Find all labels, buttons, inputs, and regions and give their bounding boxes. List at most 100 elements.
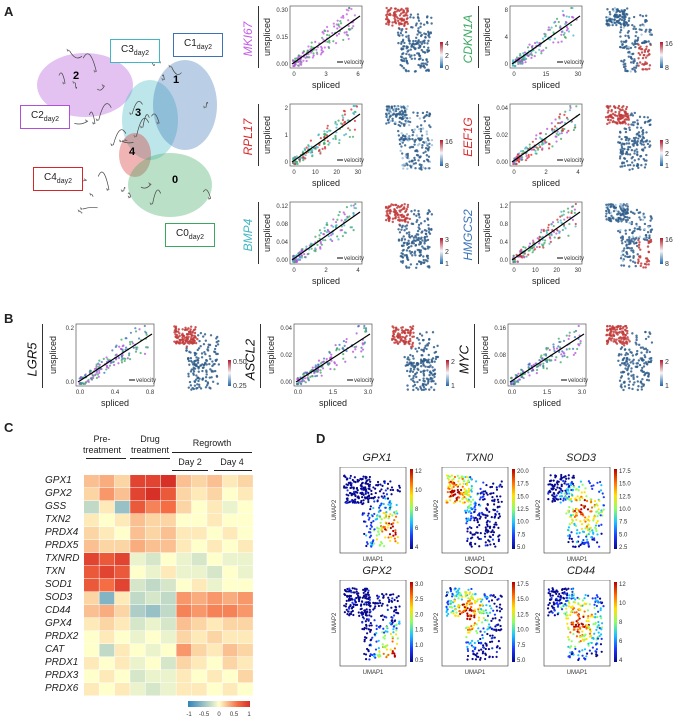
cell-point xyxy=(115,353,118,356)
cell-point xyxy=(524,246,527,249)
streamline xyxy=(91,194,94,197)
cell-point xyxy=(398,490,401,493)
cell-point xyxy=(423,39,426,42)
cell-point xyxy=(304,157,307,160)
cell-point xyxy=(339,22,343,25)
cell-point xyxy=(379,543,382,546)
cell-point xyxy=(412,385,415,388)
cell-point xyxy=(636,365,639,368)
cell-point xyxy=(622,26,626,29)
cell-point xyxy=(428,210,431,213)
gene-label-bar xyxy=(478,104,479,166)
cell-point xyxy=(396,335,400,338)
cell-point xyxy=(384,528,387,531)
heatmap-cell xyxy=(130,566,146,579)
cell-point xyxy=(405,369,409,373)
cell-point xyxy=(639,381,643,384)
cell-point xyxy=(404,7,408,10)
cell-point xyxy=(301,249,304,252)
x-tick-label: 3.0 xyxy=(578,390,587,396)
cell-point xyxy=(553,128,556,132)
cell-point xyxy=(543,35,547,38)
cell-point xyxy=(415,386,418,390)
cell-point xyxy=(398,486,401,489)
cell-point xyxy=(515,253,518,256)
cluster-label-c0: C0day2 xyxy=(165,223,215,247)
cell-point xyxy=(394,209,398,213)
cell-point xyxy=(642,53,646,57)
cell-point xyxy=(550,223,553,226)
cell-point xyxy=(636,36,640,40)
cell-point xyxy=(196,376,199,380)
cell-point xyxy=(412,331,415,334)
cell-point xyxy=(577,485,581,488)
cell-point xyxy=(365,541,369,544)
cell-point xyxy=(606,104,609,108)
cell-point xyxy=(393,335,396,339)
cell-point xyxy=(468,494,471,497)
cell-point xyxy=(199,364,202,367)
cell-point xyxy=(423,120,427,123)
cell-point xyxy=(604,116,608,119)
cell-point xyxy=(531,251,534,254)
streamline-arrow xyxy=(72,80,76,84)
heatmap-cell xyxy=(130,592,146,605)
cell-point xyxy=(466,481,469,485)
cell-point xyxy=(419,31,422,34)
cell-point xyxy=(622,63,625,66)
cell-point xyxy=(399,260,403,263)
cell-point xyxy=(377,483,380,486)
cell-point xyxy=(571,205,575,208)
cell-point xyxy=(469,537,473,540)
heatmap-cell xyxy=(84,579,99,592)
heatmap-cell xyxy=(161,644,176,657)
cell-point xyxy=(638,235,642,238)
cell-point xyxy=(416,154,420,157)
cell-point xyxy=(345,218,348,221)
cell-point xyxy=(319,369,322,372)
cell-point xyxy=(467,517,470,520)
cell-point xyxy=(415,134,419,137)
cell-point xyxy=(300,254,303,257)
cell-point xyxy=(634,264,637,268)
cell-point xyxy=(416,380,419,384)
cell-point xyxy=(414,364,417,368)
cell-point xyxy=(316,146,319,149)
cell-point xyxy=(417,137,421,141)
cell-point xyxy=(612,334,616,338)
cell-point xyxy=(309,375,312,378)
cell-point xyxy=(412,374,415,378)
cell-point xyxy=(468,542,472,545)
cell-point xyxy=(363,324,366,328)
cell-point xyxy=(320,374,323,377)
cell-point xyxy=(619,148,622,151)
cell-point xyxy=(311,366,314,369)
cell-point xyxy=(377,496,380,499)
heatmap-gene-cd44: CD44 xyxy=(45,605,71,616)
cell-point xyxy=(215,375,219,378)
cell-point xyxy=(390,523,393,526)
cell-point xyxy=(343,486,346,489)
cell-point xyxy=(624,152,628,156)
cell-point xyxy=(474,542,477,546)
cell-point xyxy=(375,517,379,521)
cell-point xyxy=(624,353,627,357)
cell-point xyxy=(642,365,646,368)
heatmap-cell xyxy=(176,553,192,566)
cell-point xyxy=(643,115,646,119)
cell-point xyxy=(120,338,123,341)
y-tick-label: 4 xyxy=(505,35,509,41)
cell-point xyxy=(385,122,388,125)
cell-point xyxy=(118,345,121,348)
cell-point xyxy=(371,515,374,518)
cell-point xyxy=(624,324,628,328)
cell-point xyxy=(384,536,387,539)
cell-point xyxy=(117,356,121,360)
cell-point xyxy=(416,336,419,340)
cell-point xyxy=(405,208,408,211)
cell-point xyxy=(401,39,405,43)
streamline xyxy=(74,120,89,125)
cell-point xyxy=(428,167,431,170)
cell-point xyxy=(628,216,631,220)
cell-point xyxy=(436,344,439,348)
